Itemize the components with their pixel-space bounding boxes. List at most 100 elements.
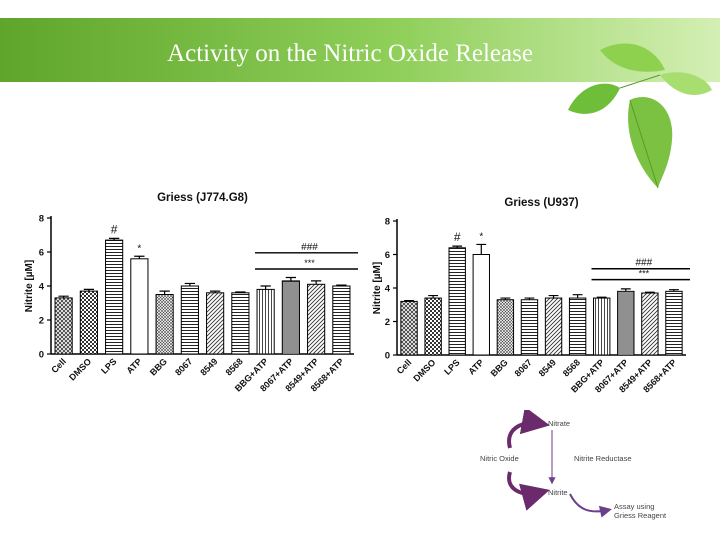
bar	[593, 297, 611, 356]
x-tick-label: LPS	[99, 356, 118, 375]
error-bar	[184, 282, 196, 286]
label-nitrate: Nitrate	[548, 419, 571, 428]
bar	[424, 297, 442, 356]
x-tick-label: 8549	[537, 357, 558, 378]
bar	[332, 285, 351, 355]
bar	[472, 254, 490, 356]
bar	[130, 258, 149, 355]
x-tick-label: BBG	[148, 356, 169, 377]
leaf-decoration-icon	[568, 43, 712, 189]
bar	[105, 239, 124, 355]
bar	[281, 280, 300, 355]
arrow-no-to-nitrite	[507, 471, 550, 511]
error-bar	[108, 237, 120, 241]
x-tick-label: Cell	[395, 357, 414, 376]
x-tick-label: DMSO	[67, 356, 93, 382]
bar	[665, 290, 683, 356]
bar	[544, 297, 563, 356]
error-bar	[285, 276, 297, 281]
error-bar	[669, 289, 679, 292]
error-bar	[428, 294, 439, 299]
x-tick-label: 8549	[198, 356, 219, 377]
error-bar	[644, 291, 655, 294]
bar	[496, 299, 515, 356]
error-bar	[548, 294, 559, 299]
error-bar	[500, 297, 511, 300]
x-tick-label: ATP	[124, 356, 143, 375]
bar	[231, 292, 250, 355]
error-bar	[235, 291, 246, 293]
bar	[617, 290, 635, 356]
label-nitric-oxide: Nitric Oxide	[480, 454, 519, 463]
x-tick-label: ATP	[466, 357, 485, 376]
error-bar	[596, 296, 607, 299]
y-tick-label: 0	[39, 350, 44, 361]
bar	[155, 294, 174, 355]
pathway-arrows	[507, 410, 612, 518]
y-tick-label: 2	[39, 316, 44, 327]
label-nitrite: Nitrite	[548, 488, 568, 497]
y-tick-label: 2	[385, 317, 390, 328]
nitrite-pathway-diagram: Nitrate Nitric Oxide Nitrite Reductase N…	[470, 410, 720, 535]
chart-title: Griess (J774.G8)	[157, 192, 248, 204]
error-bar	[476, 243, 487, 255]
bar	[641, 292, 659, 356]
significance-bracket-label: ###	[301, 242, 318, 253]
x-tick-label: LPS	[442, 357, 461, 376]
arrow-no-to-nitrate	[507, 410, 550, 449]
x-tick-label: 8568	[561, 357, 582, 378]
label-assay-line2: Griess Reagent	[614, 511, 667, 520]
y-tick-label: 6	[39, 248, 44, 259]
slide-title: Activity on the Nitric Oxide Release	[167, 40, 533, 67]
error-bar	[134, 255, 145, 259]
error-bar	[209, 290, 221, 293]
error-bar	[260, 285, 271, 290]
x-tick-label: 8067	[173, 356, 194, 377]
y-axis-label: Nitrite [µM]	[24, 260, 35, 312]
label-assay-line1: Assay using	[614, 502, 655, 511]
significance-marker: *	[479, 231, 483, 242]
error-bar	[404, 299, 414, 302]
bar	[79, 290, 98, 355]
error-bar	[620, 288, 631, 292]
bar	[307, 283, 326, 355]
y-tick-label: 8	[39, 214, 44, 225]
error-bar	[83, 288, 95, 292]
bar	[180, 285, 199, 355]
x-tick-label: DMSO	[411, 357, 437, 383]
bar	[400, 300, 418, 356]
bar	[256, 288, 275, 355]
error-bar	[524, 297, 535, 300]
error-bar	[310, 280, 322, 285]
y-tick-label: 6	[385, 250, 390, 261]
significance-bracket-label: ###	[635, 258, 652, 269]
bar	[206, 292, 225, 355]
bar	[54, 297, 73, 355]
significance-marker: #	[111, 222, 118, 236]
error-bar	[452, 245, 463, 248]
y-tick-label: 4	[39, 282, 45, 293]
error-bar	[336, 284, 347, 286]
y-tick-label: 8	[385, 217, 390, 228]
y-axis-label: Nitrite [µM]	[372, 262, 383, 314]
x-tick-label: 8067	[513, 357, 534, 378]
bar	[448, 247, 466, 356]
bar	[520, 299, 539, 356]
arrow-nitrite-to-assay	[569, 493, 612, 518]
label-nitrite-reductase: Nitrite Reductase	[574, 454, 632, 463]
bar	[568, 297, 587, 356]
significance-marker: #	[454, 230, 461, 244]
x-tick-label: BBG	[489, 357, 510, 378]
chart-j774: Griess (J774.G8) Nitrite [µM] 0 2 4 6 8 Cell DMS…	[24, 192, 358, 394]
y-tick-label: 4	[385, 284, 391, 295]
significance-bracket-label: ***	[304, 258, 315, 268]
y-tick-label: 0	[385, 351, 390, 362]
significance-bracket-label: ***	[639, 269, 650, 279]
x-tick-label: Cell	[49, 356, 68, 375]
significance-marker: *	[137, 243, 141, 254]
error-bar	[572, 294, 583, 299]
x-tick-label: 8568	[224, 356, 245, 377]
error-bar	[58, 295, 69, 298]
error-bar	[159, 290, 170, 295]
